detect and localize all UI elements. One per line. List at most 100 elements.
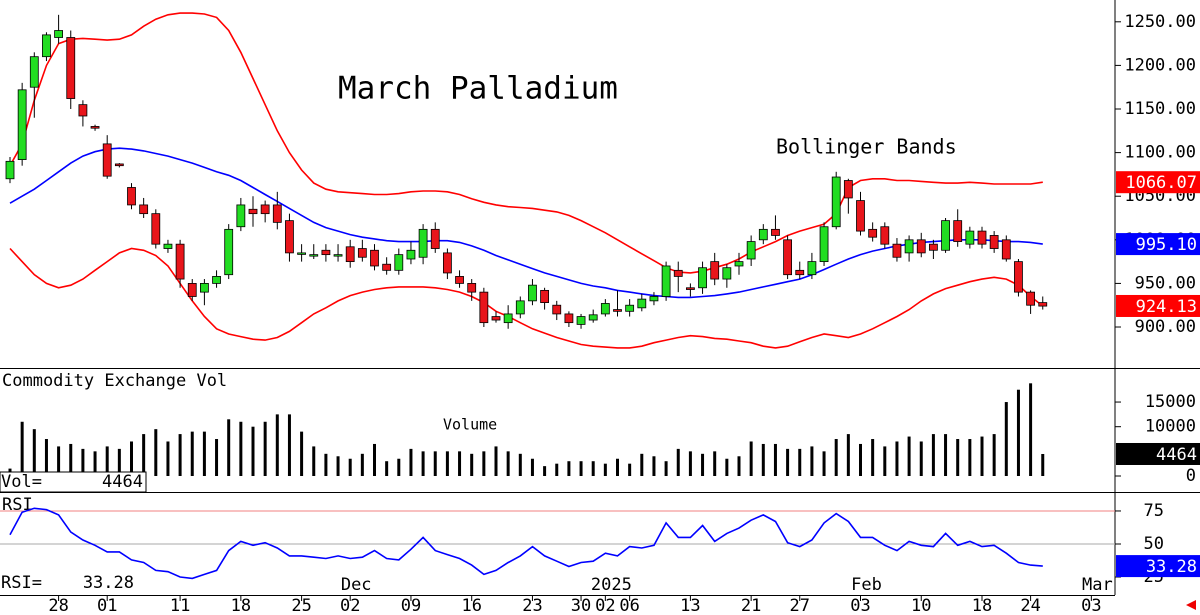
candle-body: [977, 230, 987, 245]
candle-body: [260, 204, 270, 215]
y-tick-label: 75: [1144, 501, 1164, 521]
volume-bar: [883, 446, 887, 476]
volume-bar: [239, 421, 243, 476]
x-tick-label: 25: [291, 596, 311, 615]
volume-bar: [555, 463, 559, 476]
volume-bar: [445, 451, 449, 476]
value-tag: [1116, 442, 1200, 465]
volume-bar: [1041, 453, 1045, 476]
band-line: [9, 147, 1043, 299]
volume-bar: [956, 439, 960, 476]
annotation: Bollinger Bands: [776, 135, 957, 159]
volume-bar: [931, 434, 935, 476]
candle-body: [406, 249, 416, 260]
x-tick-label: 16: [461, 596, 481, 615]
candle-body: [916, 239, 926, 254]
candle-body: [199, 283, 209, 293]
candle-body: [309, 254, 319, 257]
volume-bar: [251, 426, 255, 476]
candle-body: [5, 160, 15, 180]
candle-body: [467, 283, 477, 293]
candle-body: [1026, 291, 1035, 306]
candle-body: [795, 269, 805, 276]
volume-bar: [749, 441, 753, 476]
volume-bar: [676, 448, 680, 476]
candle-body: [673, 269, 683, 277]
rsi-line: [9, 507, 1043, 580]
candle-body: [649, 296, 659, 302]
x-tick-label: 02: [340, 596, 360, 615]
volume-bar: [482, 451, 486, 476]
volume-bar: [567, 461, 571, 476]
volume-bar: [846, 434, 850, 476]
volume-bar: [907, 436, 911, 476]
volume-bar: [822, 451, 826, 476]
volume-bar: [1004, 402, 1008, 476]
candle-body: [139, 204, 149, 215]
candle-body: [54, 30, 63, 38]
value-tag: [1116, 294, 1200, 317]
candle-body: [856, 200, 865, 232]
candle-body: [297, 252, 307, 255]
volume-bar: [470, 453, 474, 476]
candle-body: [734, 261, 744, 267]
candle-body: [904, 239, 914, 254]
candle-body: [224, 228, 234, 276]
x-tick-label: 11: [170, 596, 190, 615]
volume-bar: [263, 421, 267, 476]
candle-body: [783, 239, 792, 276]
band-line: [9, 247, 1044, 349]
readout-label: RSI=: [1, 573, 42, 593]
readout-box: [0, 573, 140, 593]
candle-body: [528, 284, 537, 302]
y-tick-label: 10000: [1145, 417, 1196, 437]
value-tag: [1116, 171, 1200, 194]
volume-bar: [348, 458, 352, 476]
volume-bar: [57, 446, 61, 476]
candle-body: [661, 265, 671, 297]
x-tick-label: 24: [1020, 596, 1040, 615]
volume-bar: [591, 461, 595, 476]
volume-bar: [494, 446, 498, 476]
value-tag-label: 924.13: [1136, 297, 1197, 317]
volume-bar: [530, 458, 534, 476]
value-tag-label: 33.28: [1146, 557, 1197, 577]
candle-body: [1014, 261, 1023, 293]
volume-bar: [336, 456, 340, 476]
volume-bar: [287, 414, 291, 476]
y-tick-label: 15000: [1145, 392, 1196, 412]
readout-label: Vol=: [1, 472, 42, 492]
volume-bar: [810, 446, 814, 476]
candle-body: [941, 220, 950, 251]
candle-body: [552, 304, 562, 315]
x-tick-label: 28: [48, 596, 68, 615]
x-tick-label: 18: [231, 596, 251, 615]
candle-body: [868, 228, 878, 238]
candle-body: [272, 204, 282, 223]
volume-bar: [980, 436, 984, 476]
candle-body: [175, 243, 185, 280]
volume-bar: [628, 463, 632, 476]
x-month-label: 2025: [591, 575, 632, 595]
volume-bar: [69, 443, 73, 476]
candle-body: [953, 220, 963, 242]
volume-bar: [737, 456, 741, 476]
volume-bar: [603, 463, 607, 476]
volume-bar: [688, 451, 692, 476]
candle-body: [807, 261, 817, 276]
volume-bar: [373, 443, 376, 476]
scroll-arrow[interactable]: [1186, 600, 1196, 610]
candle-body: [479, 291, 489, 324]
volume-bar: [773, 443, 777, 476]
volume-bar: [275, 414, 279, 476]
volume-bar: [713, 451, 717, 476]
candle-body: [831, 176, 841, 228]
volume-bar: [227, 419, 231, 476]
volume-bar: [725, 458, 729, 476]
volume-bar: [664, 461, 668, 476]
volume-bar: [421, 451, 425, 476]
volume-bar: [385, 461, 389, 476]
volume-bar: [871, 439, 875, 476]
